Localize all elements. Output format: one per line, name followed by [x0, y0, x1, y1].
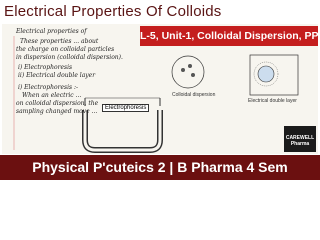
note-line: When an electric ...: [22, 92, 82, 99]
diagram-label: Electrical double layer: [248, 98, 297, 104]
footer-bar: Physical P'cuteics 2 | B Pharma 4 Sem: [0, 155, 320, 180]
note-line: These properties ... about: [20, 38, 99, 45]
note-line: in dispersion (colloidal dispersion).: [16, 54, 123, 61]
note-line: on colloidal dispersion, the: [16, 100, 99, 107]
episode-badge: L-5, Unit-1, Colloidal Dispersion, PP-2: [140, 26, 320, 46]
thumbnail: Electrical Properties Of Colloids L-5, U…: [0, 3, 320, 180]
note-line: the charge on colloidal particles: [16, 46, 115, 53]
note-line: ii) Electrical double layer: [18, 72, 96, 79]
note-heading: Electrical properties of: [16, 28, 87, 35]
diagram-label: Electrophoresis: [102, 104, 150, 112]
note-line: i) Electrophoresis: [18, 64, 73, 71]
diagram-label: Colloidal dispersion: [172, 92, 216, 98]
note-line: sampling changed move ...: [16, 108, 98, 115]
title: Electrical Properties Of Colloids: [4, 3, 222, 20]
logo-sub: Pharma: [290, 141, 310, 147]
note-line: i) Electrophoresis :-: [18, 84, 79, 91]
logo-name: CAREWELL: [285, 135, 315, 141]
drawings: [13, 36, 299, 153]
logo: CAREWELL Pharma: [284, 126, 316, 152]
